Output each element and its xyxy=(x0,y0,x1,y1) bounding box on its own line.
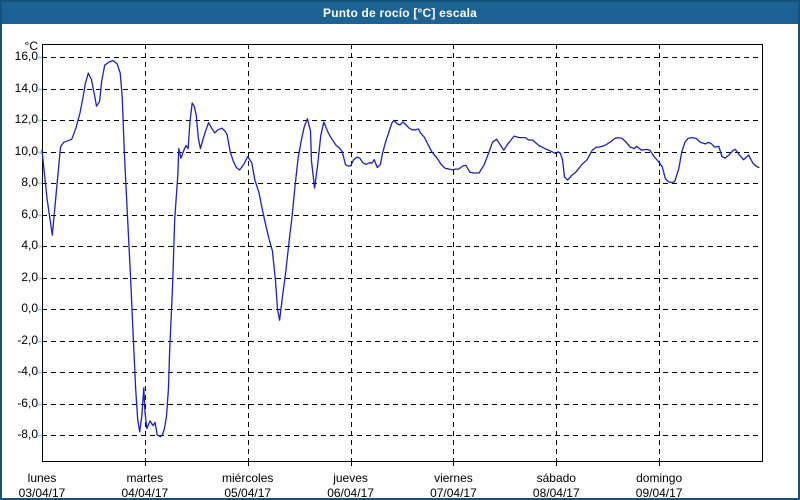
x-day-name-label: lunes xyxy=(27,471,57,485)
y-tick-label: 8,0 xyxy=(21,175,38,190)
x-day-name-label: martes xyxy=(126,471,164,485)
x-day-name-label: viernes xyxy=(434,471,473,485)
x-day-name-label: miércoles xyxy=(222,471,274,485)
x-day-name-label: sábado xyxy=(536,471,576,485)
y-axis-unit-label: °C xyxy=(24,39,38,53)
y-tick-label: -8,0 xyxy=(17,427,38,442)
x-day-date-label: 09/04/17 xyxy=(635,486,683,500)
window-titlebar: Punto de rocío [°C] escala xyxy=(2,2,798,24)
x-day-date-label: 08/04/17 xyxy=(532,486,580,500)
window-title: Punto de rocío [°C] escala xyxy=(322,6,478,20)
x-day-date-label: 07/04/17 xyxy=(430,486,477,500)
y-tick-label: 6,0 xyxy=(21,206,38,221)
y-tick-label: 2,0 xyxy=(21,269,38,284)
y-tick-label: 4,0 xyxy=(21,238,38,253)
x-day-date-label: 04/04/17 xyxy=(121,486,169,500)
y-tick-label: 0,0 xyxy=(21,301,38,316)
x-day-date-label: 03/04/17 xyxy=(18,486,66,500)
x-day-date-label: 06/04/17 xyxy=(327,486,374,500)
y-tick-label: 10,0 xyxy=(14,143,38,158)
y-tick-label: -2,0 xyxy=(17,332,38,347)
y-tick-label: 14,0 xyxy=(14,80,38,95)
y-tick-label: -4,0 xyxy=(17,364,38,379)
y-tick-label: 12,0 xyxy=(14,112,38,127)
x-day-date-label: 05/04/17 xyxy=(224,486,272,500)
y-tick-label: 16,0 xyxy=(14,49,38,64)
y-tick-label: -6,0 xyxy=(17,395,38,410)
x-day-name-label: jueves xyxy=(333,471,368,485)
x-day-name-label: domingo xyxy=(636,471,683,485)
plot-border xyxy=(42,44,763,462)
dew-point-series-line xyxy=(41,59,760,438)
